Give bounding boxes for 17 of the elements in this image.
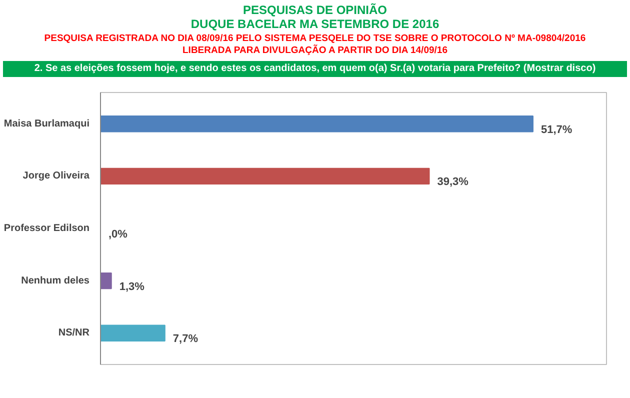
y-tick-label: Professor Edilson: [4, 223, 90, 234]
chart-title: PESQUISAS DE OPINIÃO DUQUE BACELAR MA SETEMBRO DE 2016: [190, 3, 440, 31]
y-tick-label: Maisa Burlamaqui: [4, 118, 90, 130]
bar: [100, 116, 534, 133]
data-label: 51,7%: [540, 124, 572, 136]
y-tick-label: NS/NR: [58, 328, 90, 339]
data-label: 39,3%: [437, 176, 469, 188]
data-label: 7,7%: [172, 333, 198, 346]
bar: [100, 325, 166, 342]
y-tick-label: Nenhum deles: [21, 276, 90, 287]
bar: [100, 272, 112, 290]
text: 2. Se as eleições fossem hoje, e sendo estes os candidatos, em quem o(a) Sr.(a) votaria para Prefeito? (Mostrar disco): [34, 62, 596, 76]
bar: [100, 168, 430, 185]
chart-subtitle: PESQUISA REGISTRADA NO DIA 08/09/16 PELO SISTEMA PESQELE DO TSE SOBRE O PROTOCOLO Nº MA-09804/2016 LIBERADA PARA DIVULGAÇÃO A PARTIR DO DIA 14/09/16: [44, 33, 586, 57]
data-label: 1,3%: [119, 281, 145, 294]
y-tick-label: Jorge Oliveira: [22, 170, 90, 182]
data-label: ,0%: [108, 228, 128, 241]
